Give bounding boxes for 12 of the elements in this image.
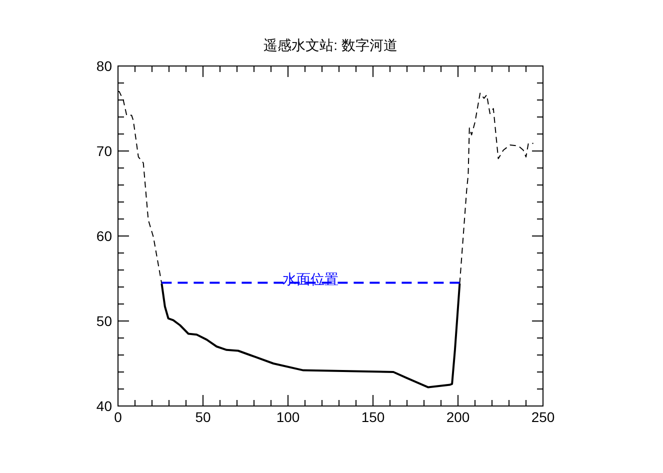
xtick: 100 bbox=[276, 409, 300, 425]
ytick: 60 bbox=[96, 228, 112, 244]
ytick: 80 bbox=[96, 58, 112, 74]
ytick: 70 bbox=[96, 143, 112, 159]
title: 遥感水文站: 数字河道 bbox=[264, 37, 398, 53]
ytick: 40 bbox=[96, 398, 112, 414]
xtick: 50 bbox=[195, 409, 211, 425]
xtick: 150 bbox=[361, 409, 385, 425]
ytick: 50 bbox=[96, 313, 112, 329]
xtick: 250 bbox=[531, 409, 555, 425]
xtick: 200 bbox=[446, 409, 470, 425]
xtick: 0 bbox=[114, 409, 122, 425]
